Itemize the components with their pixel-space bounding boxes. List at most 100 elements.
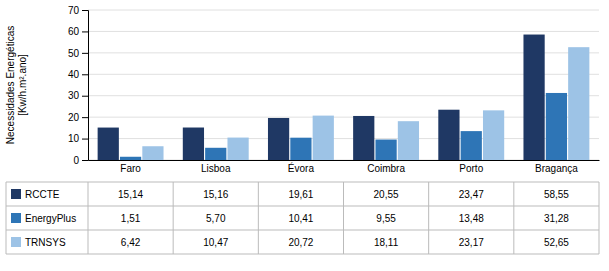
y-tick: 0 xyxy=(73,155,88,166)
y-tick-mark xyxy=(82,31,88,32)
bar xyxy=(268,118,289,160)
bar xyxy=(568,47,589,160)
table-value: 52,65 xyxy=(544,237,569,248)
y-tick-mark xyxy=(82,96,88,97)
legend-swatch xyxy=(11,237,21,247)
legend-swatch xyxy=(11,189,21,199)
bar xyxy=(438,110,459,160)
legend-label: TRNSYS xyxy=(25,237,66,248)
table-value: 31,28 xyxy=(544,213,569,224)
x-tick-label: Porto xyxy=(459,163,483,174)
grid-line xyxy=(88,138,599,139)
y-axis-title: Necessidades Energéticas[Kw/h.m².ano] xyxy=(5,26,28,144)
y-axis: 0 10 20 30 40 50 60 70 xyxy=(68,5,89,166)
bar xyxy=(398,121,419,160)
y-tick: 30 xyxy=(68,90,88,101)
bar xyxy=(461,131,482,160)
table-value: 1,51 xyxy=(121,213,141,224)
table-border xyxy=(258,182,259,254)
table-value: 23,47 xyxy=(459,189,484,200)
bar xyxy=(142,146,163,160)
data-table: RCCTE15,1415,1619,6120,5523,4758,55Energ… xyxy=(6,182,599,254)
legend-swatch xyxy=(11,213,21,223)
y-tick-label: 60 xyxy=(68,26,80,37)
table-border xyxy=(343,182,344,254)
x-axis-line xyxy=(89,160,600,161)
table-value: 6,42 xyxy=(121,237,141,248)
y-tick: 10 xyxy=(68,133,88,144)
y-tick-label: 20 xyxy=(68,112,80,123)
table-border xyxy=(6,206,599,207)
plot: 0 10 20 30 40 50 60 70 Necessidades Energéticas[… xyxy=(5,5,600,254)
y-tick: 20 xyxy=(68,112,88,123)
y-tick: 60 xyxy=(68,26,88,37)
y-tick-label: 40 xyxy=(68,69,80,80)
y-tick-mark xyxy=(82,139,88,140)
x-tick-label: Bragança xyxy=(535,163,578,174)
grid-line xyxy=(88,31,599,32)
grid-line xyxy=(88,74,599,75)
grid-line xyxy=(88,117,599,118)
x-axis: Faro Lisboa Évora Coimbra Porto Bragança xyxy=(89,161,600,175)
bar xyxy=(313,116,334,160)
y-tick-label: 70 xyxy=(68,5,80,16)
bar xyxy=(227,138,248,160)
y-tick-label: 10 xyxy=(68,133,80,144)
table-border xyxy=(6,230,599,231)
bar xyxy=(205,148,226,160)
y-tick-label: 30 xyxy=(68,90,80,101)
grid-line xyxy=(88,10,599,11)
bar-series xyxy=(120,93,567,160)
chart: 0 10 20 30 40 50 60 70 Necessidades Energéticas[… xyxy=(0,0,609,271)
y-tick: 70 xyxy=(68,5,88,16)
x-tick: Lisboa xyxy=(201,163,231,174)
table-value: 18,11 xyxy=(374,237,399,248)
grid-line xyxy=(88,95,599,96)
bar xyxy=(523,35,544,160)
table-border xyxy=(6,182,7,254)
x-tick: Porto xyxy=(459,163,483,174)
table-border xyxy=(88,182,89,254)
grid-line xyxy=(88,160,599,161)
grid xyxy=(88,10,599,160)
bar xyxy=(98,128,119,160)
y-tick-label: 50 xyxy=(68,48,80,59)
table-value: 10,41 xyxy=(288,213,313,224)
table-border xyxy=(513,182,514,254)
x-tick-label: Coimbra xyxy=(367,163,405,174)
table-value: 13,48 xyxy=(459,213,484,224)
y-tick-label: 0 xyxy=(73,155,79,166)
table-value: 5,70 xyxy=(206,213,226,224)
y-tick-mark xyxy=(82,10,88,11)
table-value: 58,55 xyxy=(544,189,569,200)
bar xyxy=(375,140,396,160)
y-tick-mark xyxy=(82,117,88,118)
table-value: 20,55 xyxy=(374,189,399,200)
bar xyxy=(483,110,504,160)
y-tick: 40 xyxy=(68,69,88,80)
bar xyxy=(183,128,204,160)
grid-line xyxy=(88,52,599,53)
bar-series xyxy=(98,35,545,160)
table-value: 20,72 xyxy=(288,237,313,248)
legend-label: EnergyPlus xyxy=(25,213,76,224)
y-tick-mark xyxy=(82,53,88,54)
x-tick: Évora xyxy=(288,162,315,174)
table-value: 9,55 xyxy=(376,213,396,224)
table-border xyxy=(6,182,599,183)
x-tick: Faro xyxy=(120,163,141,174)
y-axis-line xyxy=(82,11,89,161)
bar xyxy=(353,116,374,160)
y-tick-mark xyxy=(82,74,88,75)
x-tick-label: Évora xyxy=(288,162,315,174)
table-value: 23,17 xyxy=(459,237,484,248)
table-border xyxy=(6,254,599,255)
table-border xyxy=(428,182,429,254)
bars xyxy=(98,35,590,160)
x-tick: Bragança xyxy=(535,163,578,174)
bar xyxy=(120,157,141,160)
x-tick-label: Lisboa xyxy=(201,163,231,174)
bar-series xyxy=(142,47,589,160)
y-tick: 50 xyxy=(68,48,88,59)
legend-label: RCCTE xyxy=(25,189,60,200)
